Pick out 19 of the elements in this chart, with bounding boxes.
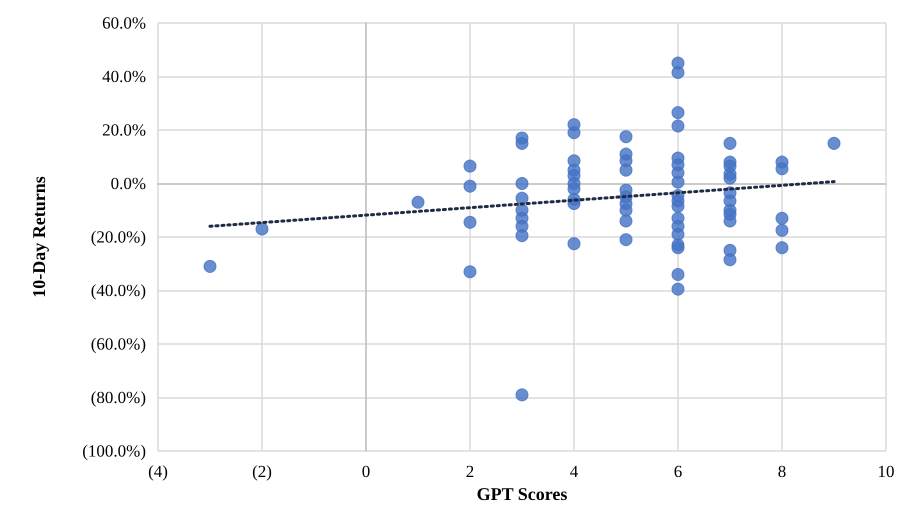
y-tick-label: (60.0%): [90, 334, 146, 354]
y-tick-label: 0.0%: [110, 174, 146, 193]
x-tick-label: 6: [674, 462, 682, 481]
x-tick-label: 0: [362, 462, 370, 481]
x-tick-label: 10: [878, 462, 894, 481]
x-tick-label: 8: [778, 462, 786, 481]
y-tick-label: (100.0%): [82, 442, 146, 460]
x-tick-label: (2): [252, 462, 272, 481]
y-tick-label: 40.0%: [102, 67, 146, 86]
y-tick-label: (40.0%): [90, 281, 146, 300]
y-tick-label: 20.0%: [102, 120, 146, 140]
x-tick-label: 2: [466, 462, 474, 481]
y-tick-label: (20.0%): [90, 228, 146, 246]
x-tick-label: 4: [570, 462, 579, 481]
x-axis-title: GPT Scores: [476, 484, 568, 504]
y-axis-title: 10-Day Returns: [29, 176, 49, 298]
x-tick-label: (4): [148, 462, 168, 481]
y-tick-label: 60.0%: [102, 14, 146, 32]
y-tick-label: (80.0%): [90, 388, 146, 407]
